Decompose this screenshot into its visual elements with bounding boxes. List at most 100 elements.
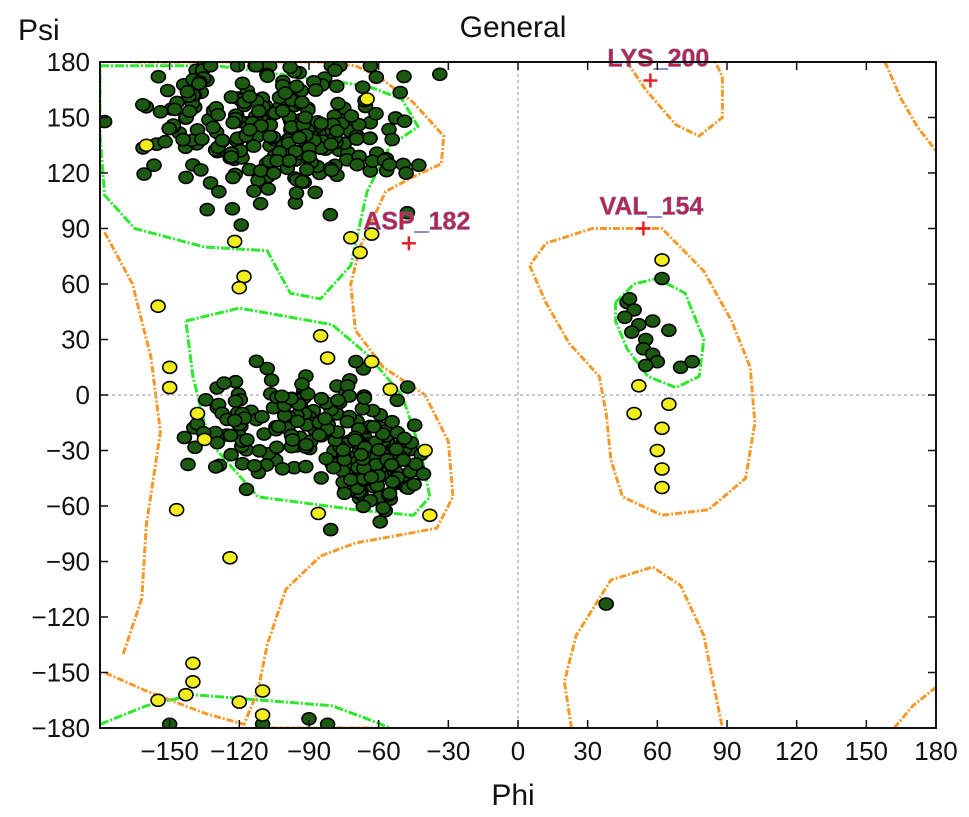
favoured-residue-point: [347, 433, 364, 447]
favoured-residue-point: [396, 114, 413, 128]
favoured-residue-point: [399, 380, 416, 394]
favoured-residue-point: [654, 271, 670, 286]
x-axis-label: Phi: [491, 779, 534, 812]
allowed-region-contour: [528, 227, 757, 517]
allowed-residue-point: [654, 462, 670, 476]
favoured-residue-point: [159, 83, 176, 98]
allowed-residue-point: [150, 693, 166, 708]
favoured-residue-point: [263, 373, 280, 387]
favoured-residue-point: [225, 170, 241, 185]
favoured-residue-point: [274, 104, 291, 118]
favoured-residue-point: [178, 170, 194, 185]
favoured-residue-point: [199, 202, 215, 217]
favoured-residue-point: [307, 83, 324, 97]
favoured-residue-point: [384, 132, 401, 147]
favoured-residue-point: [205, 120, 221, 135]
favoured-residue-point: [187, 440, 203, 455]
y-tick-label: 90: [61, 214, 90, 244]
favoured-residue-point: [392, 85, 409, 100]
allowed-residue-point: [352, 245, 368, 260]
y-tick-label: −150: [31, 658, 90, 688]
x-tick-label: −30: [426, 736, 470, 766]
favoured-residue-point: [241, 123, 258, 137]
favoured-residue-point: [246, 458, 263, 473]
chart-title: General: [460, 11, 567, 44]
y-tick-label: 180: [47, 47, 90, 77]
favoured-residue-point: [227, 394, 244, 408]
favoured-residue-point: [399, 205, 416, 220]
x-tick-label: −60: [357, 736, 401, 766]
favoured-residue-point: [191, 76, 207, 91]
favoured-residue-point: [229, 62, 246, 73]
allowed-residue-point: [363, 354, 380, 369]
favoured-residue-point: [246, 139, 262, 153]
allowed-residue-point: [312, 328, 329, 343]
favoured-residue-point: [100, 114, 113, 129]
x-tick-label: 180: [914, 736, 957, 766]
outlier-marker: [636, 221, 651, 236]
allowed-residue-point: [226, 234, 243, 249]
allowed-residue-point: [150, 299, 166, 314]
favoured-residue-point: [282, 62, 298, 75]
favoured-residue-point: [319, 717, 336, 728]
allowed-residue-point: [185, 674, 201, 689]
favoured-residue-point: [389, 393, 406, 408]
outlier-label: ASP_182: [363, 207, 470, 235]
favoured-residue-point: [211, 184, 227, 199]
favoured-residue-point: [396, 69, 412, 84]
favoured-residue-point: [322, 207, 339, 222]
allowed-residue-point: [661, 397, 677, 412]
favoured-residue-point: [252, 196, 269, 211]
favoured-residue-point: [175, 132, 191, 147]
favoured-residue-point: [384, 414, 400, 429]
allowed-residue-point: [359, 92, 375, 106]
favoured-residue-point: [410, 158, 427, 172]
favoured-residue-point: [372, 515, 389, 529]
favoured-residue-point: [179, 84, 196, 99]
favoured-residue-point: [388, 442, 405, 457]
favoured-residue-point: [301, 149, 318, 164]
favoured-residue-point: [298, 162, 315, 177]
favoured-residue-point: [254, 409, 270, 424]
favoured-residue-point: [353, 447, 369, 462]
favoured-residue-point: [311, 428, 328, 442]
allowed-residue-point: [417, 443, 433, 458]
favoured-residue-point: [289, 414, 306, 429]
allowed-residue-point: [654, 253, 670, 267]
favoured-residue-point: [339, 414, 356, 429]
favoured-residue-point: [330, 96, 346, 111]
favoured-residue-point: [406, 418, 423, 433]
allowed-residue-point: [649, 443, 666, 458]
favoured-residue-point: [348, 354, 364, 369]
x-tick-label: −120: [210, 736, 269, 766]
allowed-residue-point: [161, 380, 178, 395]
favoured-residue-point: [354, 80, 371, 94]
outlier-label: VAL_154: [600, 193, 704, 221]
favoured-residue-point: [238, 482, 255, 497]
favoured-residue-point: [157, 134, 173, 149]
favoured-residue-point: [307, 185, 324, 200]
favoured-residue-point: [361, 131, 378, 146]
x-tick-label: 120: [775, 736, 818, 766]
favoured-residue-point: [398, 166, 414, 180]
favoured-residue-point: [368, 70, 385, 84]
favoured-residue-point: [223, 90, 240, 104]
allowed-residue-point: [310, 506, 327, 521]
x-tick-label: 60: [643, 736, 672, 766]
allowed-region-contour: [625, 62, 724, 138]
allowed-region-contour: [103, 231, 162, 655]
y-tick-label: −60: [46, 491, 90, 521]
favoured-residue-point: [248, 354, 265, 369]
favoured-residue-point: [193, 163, 209, 177]
favoured-residue-point: [637, 358, 654, 373]
favoured-residue-point: [152, 105, 169, 119]
favoured-residue-point: [181, 104, 198, 119]
favoured-residue-point: [623, 325, 640, 339]
y-tick-label: −30: [46, 436, 90, 466]
favoured-residue-point: [216, 376, 232, 390]
favoured-residue-point: [251, 443, 268, 458]
favoured-residue-point: [323, 137, 339, 151]
x-tick-label: 0: [511, 736, 525, 766]
allowed-residue-point: [382, 382, 399, 397]
y-tick-label: 150: [47, 103, 90, 133]
